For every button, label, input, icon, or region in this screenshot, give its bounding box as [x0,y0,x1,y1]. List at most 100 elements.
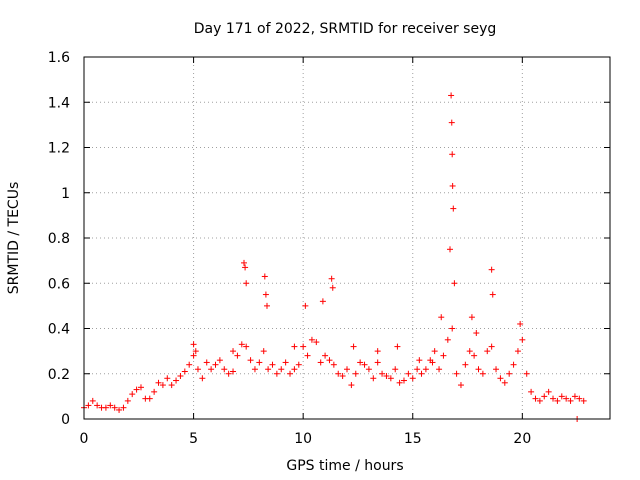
data-point [155,379,162,386]
data-point [269,361,276,368]
data-point [326,357,333,364]
data-point [225,370,232,377]
data-point [563,395,570,402]
data-point [475,366,482,373]
data-point [251,366,258,373]
data-point [462,361,469,368]
data-point [282,359,289,366]
data-point [466,348,473,355]
x-tick-label: 10 [294,431,312,447]
data-point [414,366,421,373]
x-axis-label: GPS time / hours [286,458,403,474]
data-point [120,404,127,411]
data-point [517,320,524,327]
data-point [234,352,241,359]
data-point [94,402,101,409]
data-point [558,393,565,400]
y-tick-label: 0.8 [48,231,70,247]
data-point [203,359,210,366]
data-point [431,348,438,355]
data-point [291,366,298,373]
data-point [216,357,223,364]
data-point [319,298,326,305]
data-point [489,291,496,298]
data-point [221,366,228,373]
data-point [265,366,272,373]
data-point [545,388,552,395]
data-point [89,397,96,404]
y-tick-label: 1 [61,186,70,202]
data-point [116,406,123,413]
data-point [374,359,381,366]
data-point [532,395,539,402]
x-tick-labels: 0 5 10 15 20 [80,431,532,447]
data-point [173,377,180,384]
grid [84,57,610,419]
data-point [264,302,271,309]
y-tick-label: 1.6 [48,50,70,66]
data-point [457,382,464,389]
data-point [418,370,425,377]
y-tick-label: 0.6 [48,276,70,292]
data-point [308,336,315,343]
data-point [300,343,307,350]
data-point [317,359,324,366]
data-point [107,402,114,409]
data-point [449,325,456,332]
y-tick-label: 0 [61,412,70,428]
data-point [449,151,456,158]
data-point [238,341,245,348]
data-point [212,361,219,368]
data-point [278,366,285,373]
data-point [240,259,247,266]
data-point [409,375,416,382]
data-point [133,386,140,393]
data-point [192,348,199,355]
data-point [448,119,455,126]
data-point [313,339,320,346]
data-point [102,404,109,411]
data-point [416,357,423,364]
data-point [230,368,237,375]
data-point [199,375,206,382]
data-point [146,395,153,402]
data-point [262,291,269,298]
data-point [396,379,403,386]
data-point [304,352,311,359]
data-point [471,352,478,359]
data-point [394,343,401,350]
data-point [488,266,495,273]
data-point [190,352,197,359]
y-tick-labels: 0 0.2 0.4 0.6 0.8 1 1.2 1.4 1.6 [48,50,70,428]
data-point [243,280,250,287]
data-point [479,370,486,377]
x-tick-label: 15 [404,431,422,447]
y-tick-label: 0.4 [48,322,70,338]
axis-ticks [83,56,610,420]
data-point [436,366,443,373]
y-axis-label: SRMTID / TECUs [6,182,22,295]
data-point [449,182,456,189]
data-point [444,336,451,343]
data-point [261,273,268,280]
data-point [159,382,166,389]
data-point [335,370,342,377]
data-point [322,352,329,359]
data-point [523,370,530,377]
data-point [536,397,543,404]
y-tick-label: 1.2 [48,141,70,157]
data-point [379,370,386,377]
data-point [392,366,399,373]
data-point [247,357,254,364]
data-point [124,397,131,404]
data-point [453,370,460,377]
x-tick-label: 20 [513,431,531,447]
data-point [554,397,561,404]
data-point [450,205,457,212]
data-point [528,388,535,395]
data-point [514,348,521,355]
data-point [243,343,250,350]
data-point [352,370,359,377]
data-point [350,343,357,350]
